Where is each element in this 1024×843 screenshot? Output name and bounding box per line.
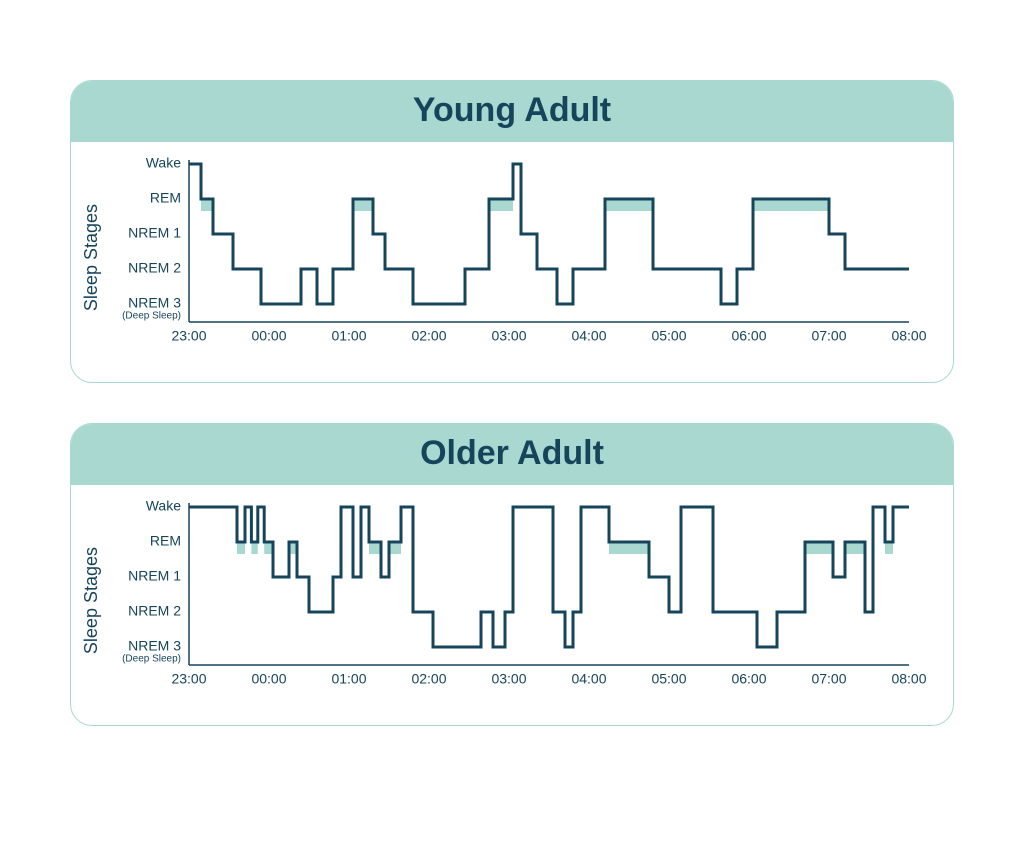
svg-text:05:00: 05:00 [651,670,686,686]
svg-text:06:00: 06:00 [731,327,766,343]
panel-older-adult: Older Adult Sleep Stages Wake REM NREM 1 NR… [70,423,954,726]
svg-text:REM: REM [150,533,181,549]
svg-text:04:00: 04:00 [571,327,606,343]
svg-text:07:00: 07:00 [811,327,846,343]
svg-text:08:00: 08:00 [891,670,926,686]
svg-text:REM: REM [150,190,181,206]
svg-text:NREM 1: NREM 1 [128,568,181,584]
panel-body: Sleep Stages Wake REM NREM 1 NREM 2 NREM 3(D… [71,485,953,725]
svg-text:02:00: 02:00 [411,670,446,686]
svg-text:01:00: 01:00 [331,327,366,343]
svg-text:01:00: 01:00 [331,670,366,686]
panel-header: Older Adult [71,424,953,485]
svg-text:06:00: 06:00 [731,670,766,686]
svg-text:NREM 3: NREM 3 [128,295,181,311]
svg-text:05:00: 05:00 [651,327,686,343]
svg-text:07:00: 07:00 [811,670,846,686]
svg-text:NREM 2: NREM 2 [128,260,181,276]
svg-text:08:00: 08:00 [891,327,926,343]
svg-text:03:00: 03:00 [491,327,526,343]
hypnogram-chart: Wake REM NREM 1 NREM 2 NREM 3(Deep Sleep) 23:… [104,154,933,362]
svg-text:02:00: 02:00 [411,327,446,343]
svg-text:23:00: 23:00 [171,327,206,343]
hypnogram-svg: Wake REM NREM 1 NREM 2 NREM 3(Deep Sleep) 23:… [104,154,929,362]
hypnogram-chart: Wake REM NREM 1 NREM 2 NREM 3(Deep Sleep) 23:… [104,497,933,705]
page-root: Young Adult Sleep Stages Wake REM NREM 1 NR… [0,0,1024,766]
panel-header: Young Adult [71,81,953,142]
svg-text:(Deep Sleep): (Deep Sleep) [122,654,181,665]
svg-text:NREM 2: NREM 2 [128,603,181,619]
svg-text:Wake: Wake [146,155,181,171]
svg-text:(Deep Sleep): (Deep Sleep) [122,311,181,322]
svg-text:03:00: 03:00 [491,670,526,686]
y-axis-title: Sleep Stages [79,547,104,654]
svg-text:00:00: 00:00 [251,327,286,343]
y-axis-title: Sleep Stages [79,204,104,311]
svg-text:04:00: 04:00 [571,670,606,686]
svg-text:NREM 1: NREM 1 [128,225,181,241]
panel-title: Older Adult [71,434,953,473]
panel-young-adult: Young Adult Sleep Stages Wake REM NREM 1 NR… [70,80,954,383]
panel-body: Sleep Stages Wake REM NREM 1 NREM 2 NREM 3(D… [71,142,953,382]
svg-text:Wake: Wake [146,498,181,514]
svg-text:NREM 3: NREM 3 [128,638,181,654]
hypnogram-svg: Wake REM NREM 1 NREM 2 NREM 3(Deep Sleep) 23:… [104,497,929,705]
svg-text:23:00: 23:00 [171,670,206,686]
svg-text:00:00: 00:00 [251,670,286,686]
panel-title: Young Adult [71,91,953,130]
